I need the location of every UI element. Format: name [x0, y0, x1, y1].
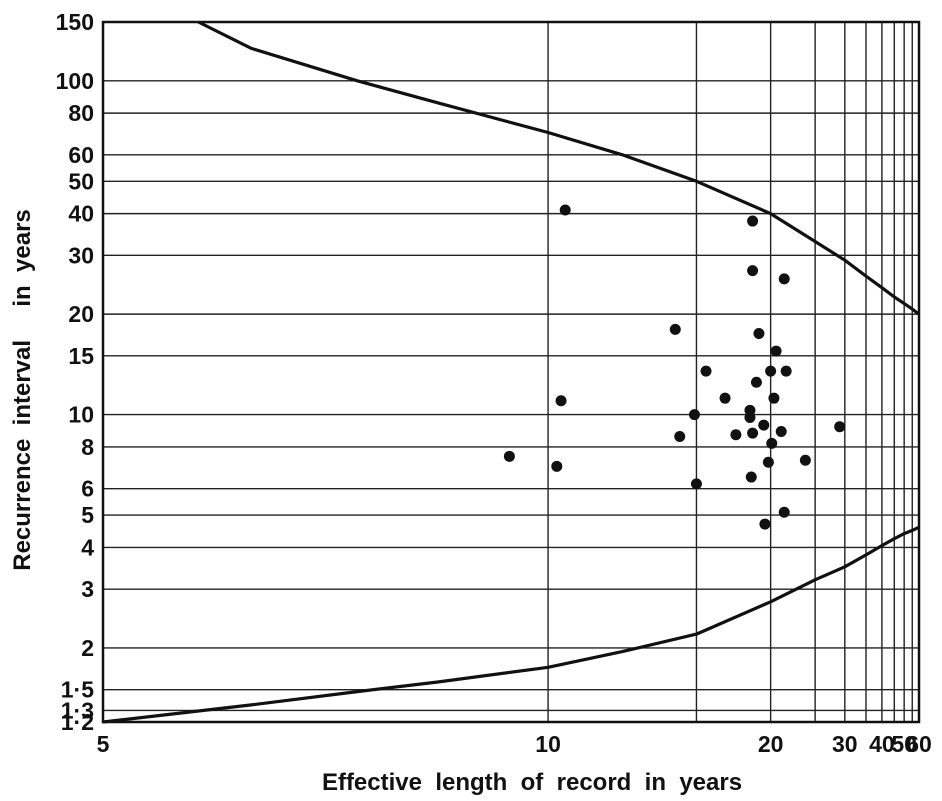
data-point — [759, 518, 771, 530]
x-axis-title: Effective length of record in years — [322, 769, 742, 796]
data-point — [768, 392, 780, 404]
y-tick-label: 20 — [68, 301, 94, 327]
x-tick-label: 30 — [832, 731, 858, 757]
y-tick-label: 100 — [56, 68, 94, 94]
data-point — [780, 365, 792, 377]
y-tick-label: 5 — [81, 502, 94, 528]
data-point — [719, 392, 731, 404]
y-tick-label: 40 — [68, 201, 94, 227]
x-tick-label: 40 — [869, 731, 895, 757]
data-point — [503, 450, 515, 462]
x-tick-label: 10 — [535, 731, 561, 757]
data-point — [778, 506, 790, 518]
x-tick-label: 50 — [891, 731, 917, 757]
confidence-curves — [102, 20, 920, 724]
data-point — [688, 409, 700, 421]
data-point — [799, 454, 811, 466]
data-point — [747, 265, 759, 277]
data-point — [750, 376, 762, 388]
data-point — [778, 273, 790, 285]
data-point — [744, 412, 756, 424]
data-point — [745, 471, 757, 483]
data-point — [753, 327, 765, 339]
data-point — [551, 460, 563, 472]
data-point — [758, 419, 770, 431]
x-tick-label: 60 — [906, 731, 932, 757]
data-point — [747, 427, 759, 439]
y-tick-label: 50 — [68, 168, 94, 194]
y-tick-label: 3 — [81, 576, 94, 602]
y-tick-label: 150 — [56, 9, 94, 35]
data-point — [674, 430, 686, 442]
data-point — [765, 365, 777, 377]
data-point — [747, 215, 759, 227]
x-tick-label: 20 — [758, 731, 784, 757]
y-tick-label: 4 — [81, 534, 94, 560]
data-point — [730, 429, 742, 441]
y-tick-label: 8 — [81, 434, 94, 460]
y-axis-title: Recurrence interval in years — [9, 209, 36, 571]
data-point — [775, 426, 787, 438]
data-point — [834, 421, 846, 433]
y-tick-label: 6 — [81, 476, 94, 502]
data-points — [503, 204, 846, 530]
y-tick-label: 80 — [68, 100, 94, 126]
y-tick-label: 2 — [81, 635, 94, 661]
data-point — [690, 478, 702, 490]
y-tick-label: 30 — [68, 242, 94, 268]
y-tick-label: 1·5 — [61, 677, 94, 703]
x-tick-label: 5 — [97, 731, 110, 757]
data-point — [700, 365, 712, 377]
confidence-curve — [102, 525, 920, 724]
data-point — [559, 204, 571, 216]
y-tick-label: 1·2 — [61, 709, 94, 735]
y-tick-label: 1·3 — [61, 697, 94, 723]
data-point — [766, 437, 778, 449]
data-point — [669, 323, 681, 335]
data-point — [770, 345, 782, 357]
plot-frame — [101, 20, 921, 724]
confidence-curve — [197, 20, 920, 316]
y-tick-label: 60 — [68, 142, 94, 168]
y-tick-label: 15 — [68, 343, 94, 369]
y-tick-label: 10 — [68, 402, 94, 428]
data-point — [762, 456, 774, 468]
data-point — [555, 395, 567, 407]
